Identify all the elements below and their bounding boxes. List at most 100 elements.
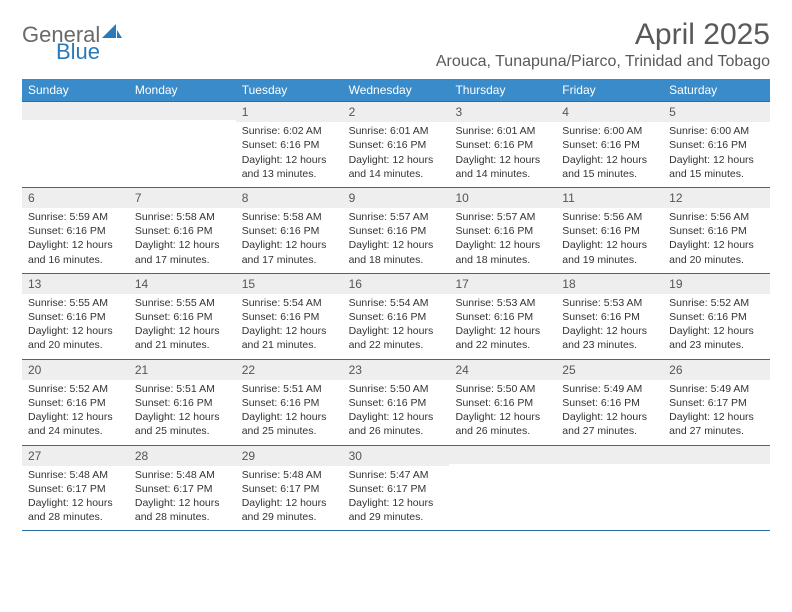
- day-number: 20: [22, 360, 129, 380]
- sunrise-label: Sunrise:: [28, 383, 69, 395]
- daylight-label: Daylight:: [455, 239, 499, 251]
- daylight-label: Daylight:: [28, 411, 72, 423]
- day-number: 4: [556, 102, 663, 122]
- daylight-line: Daylight: 12 hours and 20 minutes.: [28, 324, 123, 352]
- sunrise-label: Sunrise:: [455, 125, 496, 137]
- day-body: Sunrise: 5:49 AMSunset: 6:16 PMDaylight:…: [556, 380, 663, 445]
- day-body: Sunrise: 5:53 AMSunset: 6:16 PMDaylight:…: [449, 294, 556, 359]
- daylight-label: Daylight:: [242, 411, 286, 423]
- day-cell: [556, 446, 663, 531]
- daylight-line: Daylight: 12 hours and 21 minutes.: [135, 324, 230, 352]
- sunrise-value: 6:00 AM: [711, 125, 750, 137]
- sunrise-value: 5:53 AM: [497, 297, 536, 309]
- day-number: 19: [663, 274, 770, 294]
- sunset-label: Sunset:: [349, 397, 388, 409]
- sunset-line: Sunset: 6:17 PM: [669, 396, 764, 410]
- sunset-label: Sunset:: [242, 483, 281, 495]
- dow-header: Monday: [129, 79, 236, 101]
- daylight-line: Daylight: 12 hours and 14 minutes.: [349, 153, 444, 181]
- sunrise-label: Sunrise:: [242, 383, 283, 395]
- sunset-value: 6:16 PM: [280, 225, 319, 237]
- daylight-line: Daylight: 12 hours and 18 minutes.: [349, 238, 444, 266]
- sunrise-label: Sunrise:: [562, 211, 603, 223]
- sunrise-value: 5:57 AM: [497, 211, 536, 223]
- day-cell: 22Sunrise: 5:51 AMSunset: 6:16 PMDayligh…: [236, 360, 343, 445]
- sunset-value: 6:16 PM: [601, 139, 640, 151]
- day-body: Sunrise: 5:57 AMSunset: 6:16 PMDaylight:…: [449, 208, 556, 273]
- calendar: SundayMondayTuesdayWednesdayThursdayFrid…: [22, 79, 770, 531]
- sunset-label: Sunset:: [669, 397, 708, 409]
- day-cell: 15Sunrise: 5:54 AMSunset: 6:16 PMDayligh…: [236, 274, 343, 359]
- sunset-label: Sunset:: [455, 139, 494, 151]
- sunrise-label: Sunrise:: [669, 211, 710, 223]
- day-body: Sunrise: 6:00 AMSunset: 6:16 PMDaylight:…: [663, 122, 770, 187]
- daylight-label: Daylight:: [562, 325, 606, 337]
- day-cell: 2Sunrise: 6:01 AMSunset: 6:16 PMDaylight…: [343, 102, 450, 187]
- day-cell: [129, 102, 236, 187]
- daylight-line: Daylight: 12 hours and 22 minutes.: [455, 324, 550, 352]
- day-body: Sunrise: 5:55 AMSunset: 6:16 PMDaylight:…: [129, 294, 236, 359]
- daylight-label: Daylight:: [242, 497, 286, 509]
- dow-header: Tuesday: [236, 79, 343, 101]
- daylight-label: Daylight:: [349, 239, 393, 251]
- sunrise-value: 5:47 AM: [390, 469, 429, 481]
- daylight-label: Daylight:: [242, 325, 286, 337]
- sunrise-value: 5:49 AM: [604, 383, 643, 395]
- daylight-line: Daylight: 12 hours and 25 minutes.: [135, 410, 230, 438]
- daylight-label: Daylight:: [28, 325, 72, 337]
- daylight-label: Daylight:: [349, 497, 393, 509]
- sunset-value: 6:17 PM: [708, 397, 747, 409]
- sunset-line: Sunset: 6:16 PM: [135, 224, 230, 238]
- daylight-line: Daylight: 12 hours and 23 minutes.: [669, 324, 764, 352]
- day-number: 11: [556, 188, 663, 208]
- day-number: 21: [129, 360, 236, 380]
- day-body: Sunrise: 5:48 AMSunset: 6:17 PMDaylight:…: [236, 466, 343, 531]
- week-row: 27Sunrise: 5:48 AMSunset: 6:17 PMDayligh…: [22, 445, 770, 531]
- sunrise-value: 5:48 AM: [283, 469, 322, 481]
- daylight-label: Daylight:: [562, 154, 606, 166]
- sunset-value: 6:16 PM: [173, 311, 212, 323]
- day-cell: 13Sunrise: 5:55 AMSunset: 6:16 PMDayligh…: [22, 274, 129, 359]
- sunset-line: Sunset: 6:16 PM: [669, 138, 764, 152]
- brand-text: General Blue: [22, 24, 122, 70]
- daylight-label: Daylight:: [349, 325, 393, 337]
- sunrise-line: Sunrise: 5:57 AM: [349, 210, 444, 224]
- week-row: 13Sunrise: 5:55 AMSunset: 6:16 PMDayligh…: [22, 273, 770, 359]
- sunrise-line: Sunrise: 5:52 AM: [28, 382, 123, 396]
- sunrise-line: Sunrise: 5:54 AM: [242, 296, 337, 310]
- sunset-line: Sunset: 6:16 PM: [562, 310, 657, 324]
- daylight-line: Daylight: 12 hours and 16 minutes.: [28, 238, 123, 266]
- daylight-label: Daylight:: [669, 239, 713, 251]
- sunrise-value: 5:57 AM: [390, 211, 429, 223]
- day-body: [129, 120, 236, 128]
- day-cell: 1Sunrise: 6:02 AMSunset: 6:16 PMDaylight…: [236, 102, 343, 187]
- sunrise-label: Sunrise:: [28, 211, 69, 223]
- sunset-line: Sunset: 6:17 PM: [242, 482, 337, 496]
- day-body: Sunrise: 5:51 AMSunset: 6:16 PMDaylight:…: [129, 380, 236, 445]
- calendar-page: General Blue April 2025 Arouca, Tunapuna…: [0, 0, 792, 541]
- day-cell: 14Sunrise: 5:55 AMSunset: 6:16 PMDayligh…: [129, 274, 236, 359]
- sunset-value: 6:16 PM: [280, 397, 319, 409]
- sunrise-value: 5:53 AM: [604, 297, 643, 309]
- sunrise-label: Sunrise:: [455, 383, 496, 395]
- day-body: Sunrise: 5:58 AMSunset: 6:16 PMDaylight:…: [236, 208, 343, 273]
- sunset-line: Sunset: 6:16 PM: [28, 224, 123, 238]
- day-number: 5: [663, 102, 770, 122]
- sunrise-label: Sunrise:: [669, 297, 710, 309]
- sunrise-line: Sunrise: 5:48 AM: [242, 468, 337, 482]
- sunrise-value: 5:52 AM: [711, 297, 750, 309]
- sunset-line: Sunset: 6:16 PM: [455, 224, 550, 238]
- sunset-line: Sunset: 6:17 PM: [349, 482, 444, 496]
- day-number: 8: [236, 188, 343, 208]
- day-number: [556, 446, 663, 464]
- daylight-line: Daylight: 12 hours and 17 minutes.: [242, 238, 337, 266]
- day-cell: [22, 102, 129, 187]
- day-body: Sunrise: 5:56 AMSunset: 6:16 PMDaylight:…: [663, 208, 770, 273]
- sunrise-line: Sunrise: 5:54 AM: [349, 296, 444, 310]
- day-body: Sunrise: 5:52 AMSunset: 6:16 PMDaylight:…: [663, 294, 770, 359]
- day-cell: 12Sunrise: 5:56 AMSunset: 6:16 PMDayligh…: [663, 188, 770, 273]
- sunset-label: Sunset:: [349, 225, 388, 237]
- day-body: Sunrise: 6:01 AMSunset: 6:16 PMDaylight:…: [449, 122, 556, 187]
- day-cell: 11Sunrise: 5:56 AMSunset: 6:16 PMDayligh…: [556, 188, 663, 273]
- sunrise-line: Sunrise: 5:52 AM: [669, 296, 764, 310]
